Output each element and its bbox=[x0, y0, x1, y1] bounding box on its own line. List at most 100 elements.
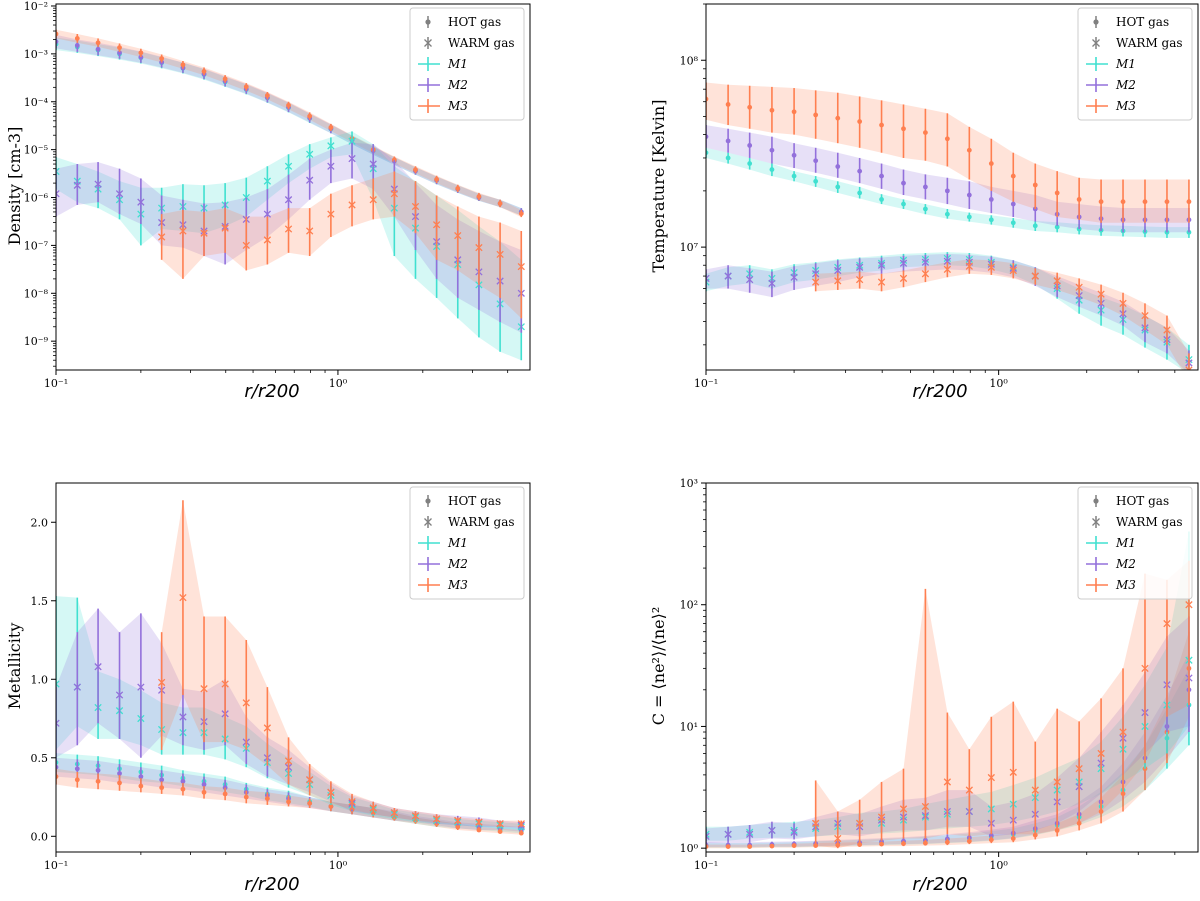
temperature-m3-hot-point bbox=[901, 126, 906, 132]
density-m3-warm-point bbox=[390, 190, 398, 198]
clumping-m3-warm-point bbox=[1141, 664, 1149, 673]
temperature-m1-hot-point bbox=[879, 197, 884, 202]
clumping-m3-hot-point bbox=[769, 843, 775, 849]
temperature-m2-hot-point bbox=[966, 192, 972, 198]
clumping-y-tick-label: 10⁰ bbox=[680, 842, 699, 855]
density-plot-area bbox=[56, 29, 525, 361]
metallicity-m3-warm-point bbox=[517, 820, 525, 828]
metallicity-m3-hot-point bbox=[518, 830, 524, 836]
density-m2-hot-band bbox=[56, 34, 522, 216]
density-m3-warm-point bbox=[327, 210, 335, 218]
temperature-m3-warm-point bbox=[965, 262, 973, 270]
temperature-m2-warm-point bbox=[790, 273, 798, 281]
clumping-m2-warm-point bbox=[724, 830, 732, 838]
temperature-m3-hot-point bbox=[944, 136, 950, 142]
temperature-m2-hot-point bbox=[813, 158, 819, 164]
temperature-m1-hot-point bbox=[901, 201, 906, 207]
density-m3-hot-point bbox=[117, 45, 122, 51]
temperature-m3-hot-point bbox=[857, 119, 863, 124]
clumping-m3-warm-point bbox=[834, 834, 842, 843]
metallicity-m1-warm-point bbox=[56, 680, 60, 688]
metallicity-m2-hot-point bbox=[95, 767, 101, 773]
clumping-legend-box bbox=[1077, 486, 1193, 600]
density-m1-warm-point bbox=[306, 150, 314, 158]
clumping-m3-hot-point bbox=[725, 844, 731, 850]
density-m3-hot-point bbox=[286, 102, 291, 108]
clumping-m3-warm-point bbox=[1075, 764, 1083, 773]
clumping-m3-warm-band bbox=[815, 560, 1189, 849]
temperature-m3-hot-point bbox=[747, 104, 753, 110]
temperature-legend-hot-marker bbox=[1093, 19, 1099, 25]
metallicity-m3-warm-point bbox=[179, 593, 187, 602]
metallicity-m2-hot-point bbox=[222, 785, 228, 791]
metallicity-m3-hot-point bbox=[286, 799, 291, 805]
density-m3-hot-point bbox=[413, 167, 418, 173]
temperature-m1-hot-point bbox=[923, 206, 928, 212]
metallicity-m3-hot-point bbox=[138, 783, 144, 789]
temperature-m2-warm-point bbox=[943, 257, 952, 265]
metallicity-m3-warm-point bbox=[221, 680, 229, 688]
clumping-m3-warm-point bbox=[1031, 786, 1039, 794]
temperature-m3-hot-point bbox=[1186, 199, 1192, 205]
density-m3-hot-point bbox=[264, 93, 270, 98]
metallicity-frame bbox=[55, 482, 531, 853]
metallicity-plot-area bbox=[56, 500, 525, 836]
density-y-tick-label: 10⁻⁹ bbox=[24, 335, 49, 348]
temperature-m2-hot-point bbox=[747, 143, 753, 148]
temperature-m3-hot-point bbox=[988, 161, 994, 166]
density-m1-hot-band bbox=[56, 37, 522, 216]
density-m3-hot-point bbox=[201, 69, 207, 74]
metallicity-m3-hot-point bbox=[243, 794, 249, 800]
density-m1-warm-band bbox=[56, 131, 522, 361]
temperature-m3-hot-point bbox=[1054, 190, 1060, 196]
temperature-m3-hot-point bbox=[1076, 197, 1082, 202]
metallicity-m2-warm-point bbox=[73, 683, 81, 691]
temperature-m1-hot-band bbox=[706, 147, 1189, 238]
clumping-panel: C = ⟨ne²⟩/⟨ne⟩² r/r200 10⁻¹ 10⁰ 10⁰ 10¹ 10² 1… bbox=[649, 477, 1199, 895]
metallicity-m2-warm-point bbox=[94, 663, 102, 671]
metallicity-m2-warm-point bbox=[56, 719, 60, 727]
density-m3-hot-point bbox=[497, 201, 503, 206]
clumping-m2-warm-point bbox=[768, 826, 776, 835]
metallicity-m3-hot-point bbox=[264, 796, 270, 802]
temperature-legend-m3-label: M3 bbox=[1115, 99, 1136, 113]
density-m3-hot-point bbox=[222, 76, 228, 82]
metallicity-m3-warm-point bbox=[348, 798, 356, 806]
temperature-m2-warm-point bbox=[724, 272, 732, 280]
clumping-m3-warm-point bbox=[987, 773, 995, 782]
temperature-m3-warm-point bbox=[1097, 290, 1105, 298]
metallicity-m3-warm-point bbox=[475, 818, 483, 826]
density-m3-hot-point bbox=[476, 194, 482, 199]
temperature-m1-hot-point bbox=[835, 184, 841, 190]
clumping-m3-warm-point bbox=[943, 778, 952, 786]
temperature-m3-warm-point bbox=[1009, 266, 1017, 275]
metallicity-m3-warm-point bbox=[496, 820, 504, 828]
metallicity-m3-warm-point bbox=[369, 804, 377, 812]
clumping-m3-warm-point bbox=[855, 819, 864, 827]
metallicity-m3-hot-point bbox=[455, 824, 461, 830]
temperature-m1-hot-point bbox=[1054, 224, 1060, 230]
metallicity-legend-m1-label: M1 bbox=[447, 536, 468, 550]
temperature-m3-hot-point bbox=[1010, 173, 1016, 179]
clumping-m3-warm-point bbox=[1185, 601, 1193, 609]
density-x-tick-label: 10⁻¹ bbox=[44, 377, 68, 390]
clumping-m3-hot-point bbox=[988, 837, 994, 843]
temperature-m1-hot-point bbox=[944, 211, 950, 217]
density-m1-warm-point bbox=[348, 137, 356, 145]
clumping-m3-warm-point bbox=[921, 802, 930, 811]
temperature-legend: HOT gas WARM gas M1 M2 M3 bbox=[1077, 7, 1193, 121]
temperature-m2-hot-point bbox=[901, 180, 906, 186]
metallicity-m3-warm-point bbox=[306, 776, 314, 784]
metallicity-m3-hot-point bbox=[74, 777, 80, 783]
density-m3-hot-point bbox=[159, 56, 165, 61]
temperature-m2-warm-point bbox=[921, 258, 930, 266]
temperature-m3-warm-band bbox=[815, 259, 1189, 370]
temperature-m3-hot-point bbox=[923, 130, 928, 136]
clumping-m2-warm-point bbox=[790, 828, 798, 836]
density-m3-warm-band bbox=[161, 171, 522, 319]
temperature-m2-hot-point bbox=[835, 164, 841, 169]
temperature-m3-hot-point bbox=[1032, 182, 1038, 188]
temperature-m2-warm-point bbox=[746, 275, 754, 284]
clumping-m3-hot-point bbox=[944, 839, 950, 845]
metallicity-m3-warm-point bbox=[432, 815, 441, 823]
